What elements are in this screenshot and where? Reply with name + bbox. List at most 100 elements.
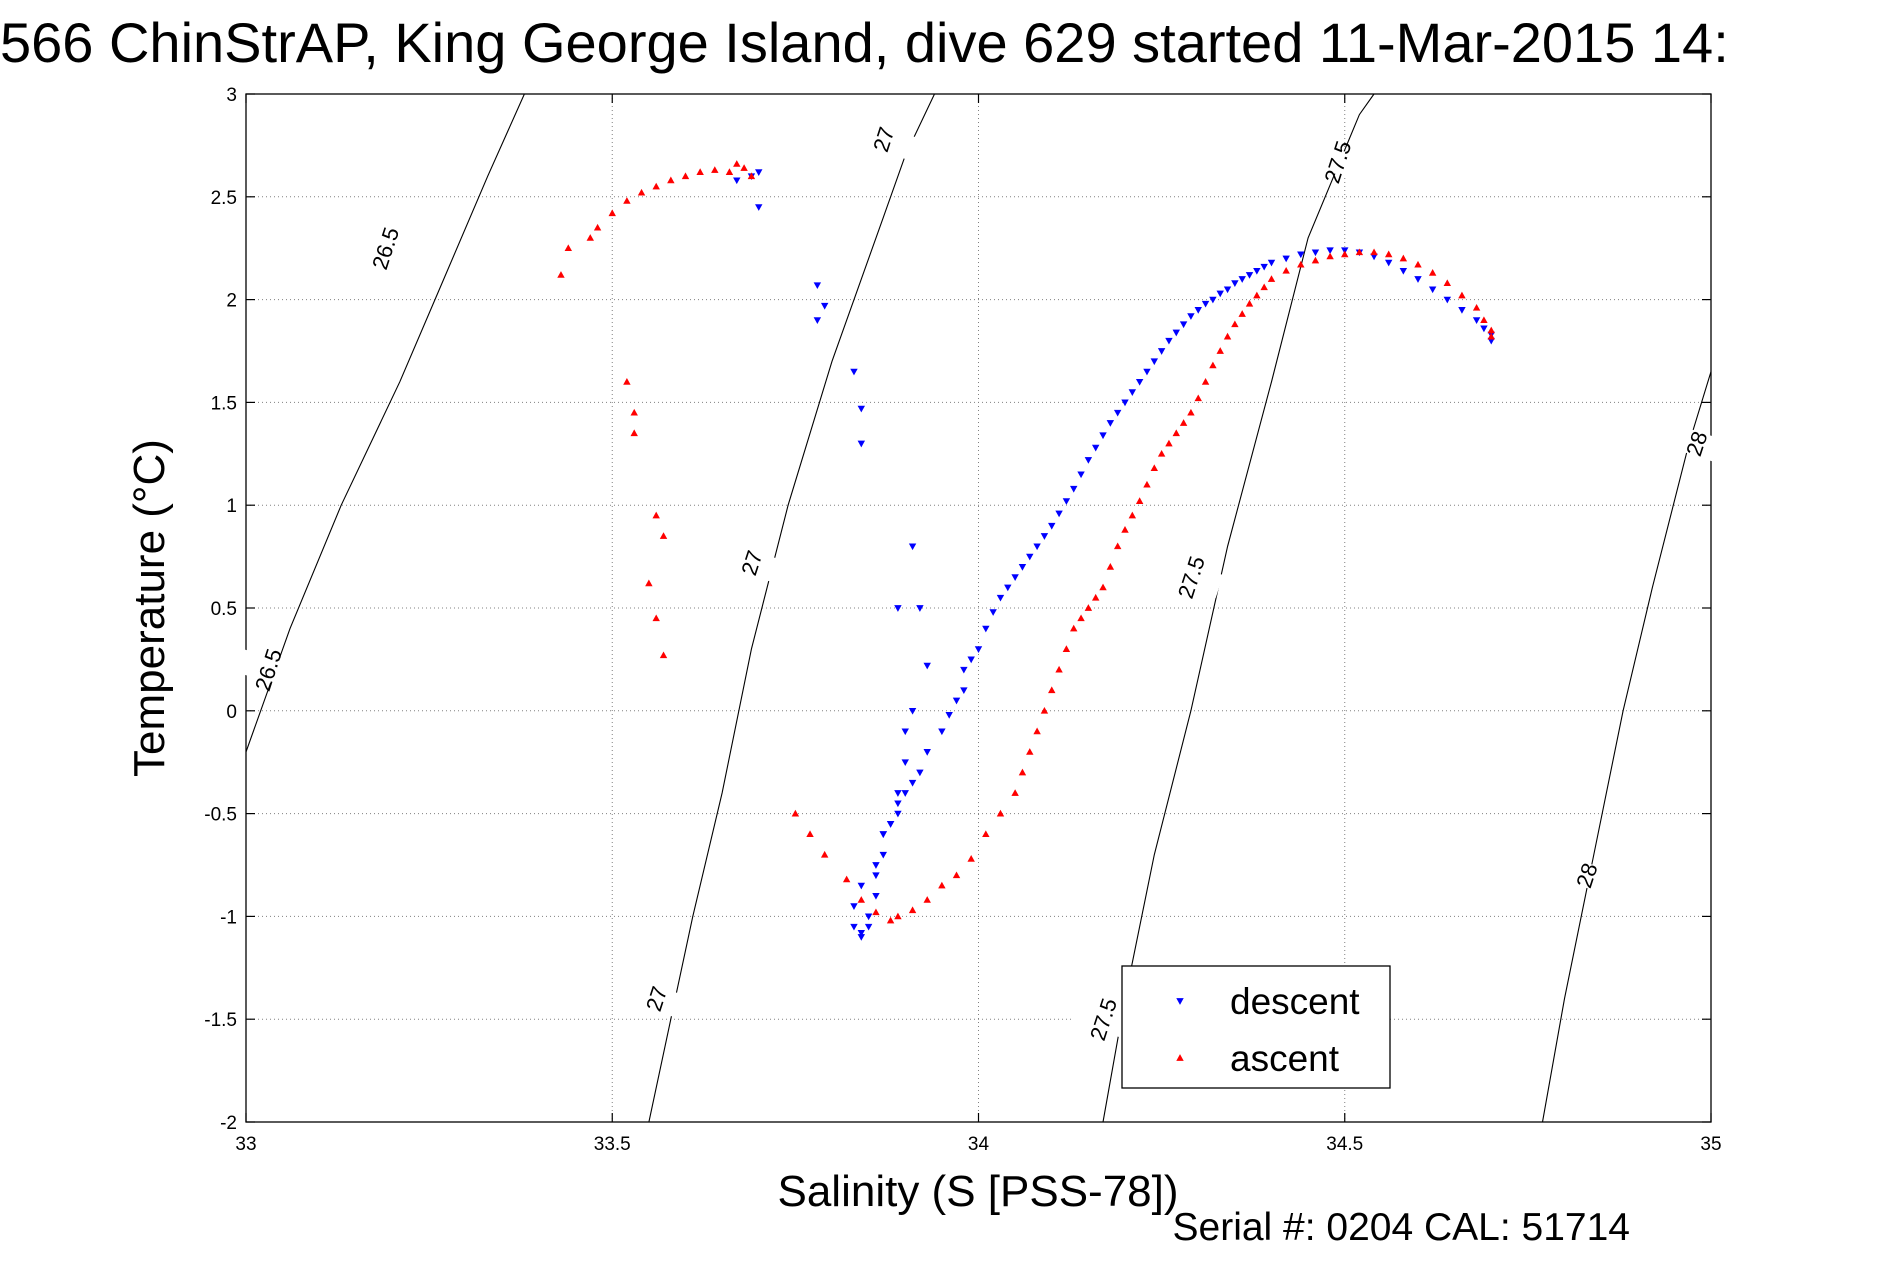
descent-point [1084,457,1093,464]
ascent-point [1157,449,1166,457]
ascent-point [1048,686,1056,694]
ascent-point [1128,511,1137,519]
legend-box [1121,965,1391,1089]
ascent-point [1458,291,1466,299]
ascent-point [1062,645,1071,652]
ascent-point [842,875,851,883]
descent-point [967,656,975,664]
descent-point [1480,325,1488,333]
descent-point [850,923,858,931]
descent-point [1384,259,1393,267]
legend-marker-descent [1176,998,1184,1005]
contour-label: 27.5 [1085,995,1122,1043]
ascent-point [652,511,660,519]
y-tick-label: -2 [220,1113,237,1134]
descent-point [879,851,887,859]
descent-point [1048,522,1056,530]
contour-label-gap [1554,854,1619,896]
ascent-point [1113,542,1122,550]
descent-point [1223,286,1232,294]
descent-point [1128,389,1137,396]
contour-label: 26.5 [250,646,287,694]
legend-markers [1176,998,1184,1061]
ascent-point [623,378,631,385]
ascent-point [1121,526,1129,533]
ascent-point [1245,299,1254,307]
descent-point [1091,444,1100,452]
descent-point [1121,399,1129,407]
descent-point [864,913,873,921]
ascent-point [1326,252,1334,260]
descent-point [945,712,953,719]
descent-point [1282,255,1290,263]
axis-ticks: 33 33.5 34 34.5 35 -2 -1.5 -1 -0.5 0 0.5 1 1.5 2 2.5 3 [204,85,1721,1155]
ascent-point [1399,254,1408,262]
descent-point [872,872,880,880]
ascent-point [637,188,646,196]
descent-point [857,882,866,890]
descent-point [1150,358,1159,366]
descent-point [1135,378,1144,386]
ascent-point [630,429,638,437]
descent-point [1062,498,1071,505]
descent-point [1209,296,1217,304]
descent-point [864,923,873,931]
x-tick-label: 33.5 [594,1134,631,1155]
ascent-point [857,896,866,903]
ascent-point [1040,706,1049,714]
ascent-point [1231,320,1239,328]
descent-point [1011,574,1019,581]
descent-point [1077,471,1085,479]
descent-point [989,609,997,616]
ascent-point [1487,326,1495,334]
descent-point [733,177,741,185]
y-tick-label: 1 [226,496,237,517]
ascent-point [1472,304,1481,311]
descent-point [1267,259,1276,267]
descent-point [894,790,902,797]
ascent-point [1194,394,1202,402]
legend-label-ascent: ascent [1230,1038,1340,1079]
descent-point [1187,313,1195,320]
contour-label: 27.5 [1173,553,1210,601]
descent-point [1165,337,1173,345]
descent-point [908,543,917,551]
ascent-point [806,830,814,838]
ascent-point [1428,269,1437,276]
ascent-point [747,172,756,180]
legend-label-descent: descent [1230,981,1360,1022]
ascent-point [645,579,653,587]
ascent-point [1099,583,1107,591]
contour-label-gap [623,977,689,1020]
descent-point [996,594,1005,602]
ascent-point [652,614,660,622]
y-axis-label: Temperature (°C) [125,439,174,777]
descent-point [960,666,968,674]
descent-point [755,169,763,176]
descent-point [1055,510,1063,518]
ascent-point [1443,279,1452,287]
ascent-point [894,912,902,920]
descent-point [1070,485,1078,493]
ascent-point [1414,260,1422,268]
descent-point [1458,307,1466,314]
ascent-point [1260,283,1268,291]
ascent-point [967,855,975,862]
descent-point [872,892,880,900]
descent-point [1414,276,1422,283]
descent-point [901,759,909,767]
y-tick-label: -0.5 [204,805,237,826]
descent-point [1157,348,1166,355]
descent-point [1472,317,1481,324]
ascent-point [1077,614,1085,622]
descent-point [908,707,917,715]
density-contour-line [245,93,525,753]
data-points [557,160,1495,941]
descent-point [1428,286,1437,294]
descent-point [1326,247,1334,255]
descent-point [923,749,931,756]
descent-point [1026,553,1034,561]
ascent-point [725,168,734,175]
